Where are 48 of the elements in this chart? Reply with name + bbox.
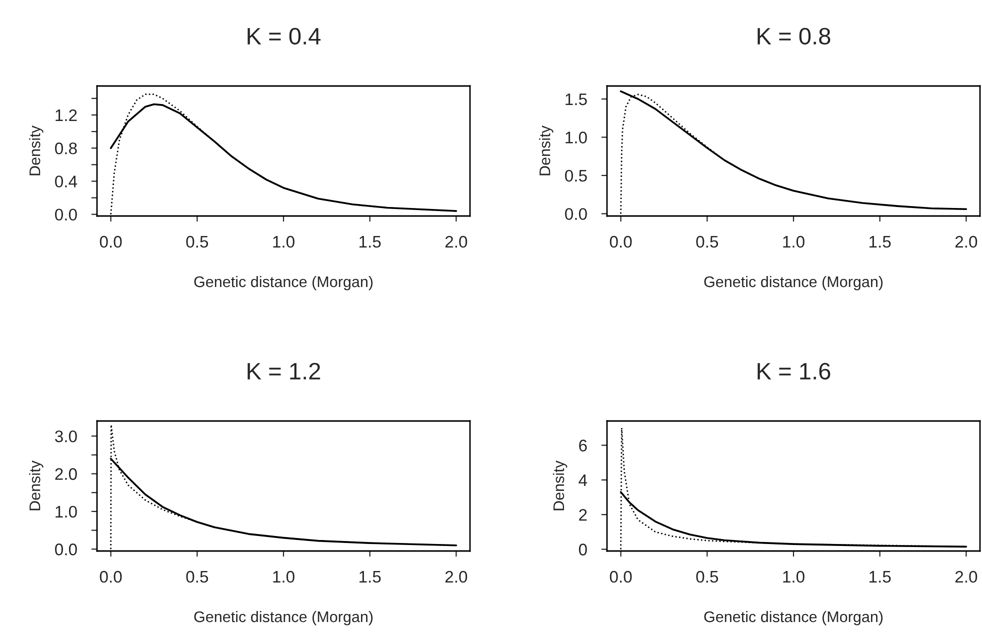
y-tick-label: 1.2: [56, 109, 77, 122]
x-tick-label: 0.5: [186, 236, 208, 248]
chart-title: K = 0.8: [758, 28, 830, 45]
y-tick-label: 1.0: [566, 132, 587, 144]
x-tick-label: 0.5: [696, 570, 718, 583]
y-axis-title: Density: [552, 460, 568, 510]
x-tick-label: 0.0: [610, 236, 632, 248]
y-tick-label: 4: [578, 474, 588, 486]
y-tick-label: 0.0: [55, 208, 77, 221]
x-axis-title: Genetic distance (Morgan): [704, 610, 883, 626]
chart-title: K = 1.2: [248, 362, 320, 380]
y-axis-title: Density: [29, 126, 44, 176]
y-tick-label: 0.0: [55, 544, 77, 556]
x-axis-title: Genetic distance (Morgan): [194, 610, 373, 626]
y-tick-label: 0.5: [565, 170, 587, 182]
x-tick-label: 2.0: [445, 570, 468, 583]
y-tick-label: 2: [579, 509, 587, 521]
chart-title: K = 0.4: [248, 28, 321, 45]
x-tick-label: 0.0: [100, 236, 122, 248]
x-tick-label: 1.5: [870, 236, 891, 248]
y-axis-title: Density: [539, 126, 554, 176]
y-tick-label: 0.8: [55, 142, 77, 154]
y-tick-label: 1.5: [566, 94, 587, 106]
x-tick-label: 2.0: [445, 236, 468, 248]
x-tick-label: 1.5: [360, 571, 381, 583]
x-axis-title: Genetic distance (Morgan): [194, 276, 373, 290]
y-tick-label: 2.0: [55, 468, 77, 480]
x-tick-label: 1.5: [870, 571, 891, 583]
y-tick-label: 6: [579, 440, 587, 452]
y-tick-label: 0: [578, 544, 587, 556]
x-tick-label: 2.0: [955, 570, 978, 583]
x-tick-label: 1.0: [783, 570, 804, 583]
x-tick-label: 1.0: [783, 236, 804, 248]
x-tick-label: 0.0: [100, 570, 122, 583]
y-tick-label: 0.0: [565, 208, 587, 220]
x-tick-label: 0.5: [186, 570, 208, 583]
x-axis-title: Genetic distance (Morgan): [704, 276, 883, 290]
x-tick-label: 1.5: [360, 236, 381, 248]
chart-title: K = 1.6: [758, 362, 830, 380]
x-tick-label: 2.0: [955, 236, 978, 248]
x-tick-label: 1.0: [273, 236, 294, 248]
x-tick-label: 1.0: [273, 570, 294, 583]
y-axis-title: Density: [29, 460, 44, 510]
y-tick-label: 3.0: [55, 430, 77, 442]
x-tick-label: 0.5: [696, 236, 718, 248]
x-tick-label: 0.0: [610, 570, 632, 583]
y-tick-label: 1.0: [56, 506, 77, 518]
y-tick-label: 0.4: [55, 176, 78, 188]
